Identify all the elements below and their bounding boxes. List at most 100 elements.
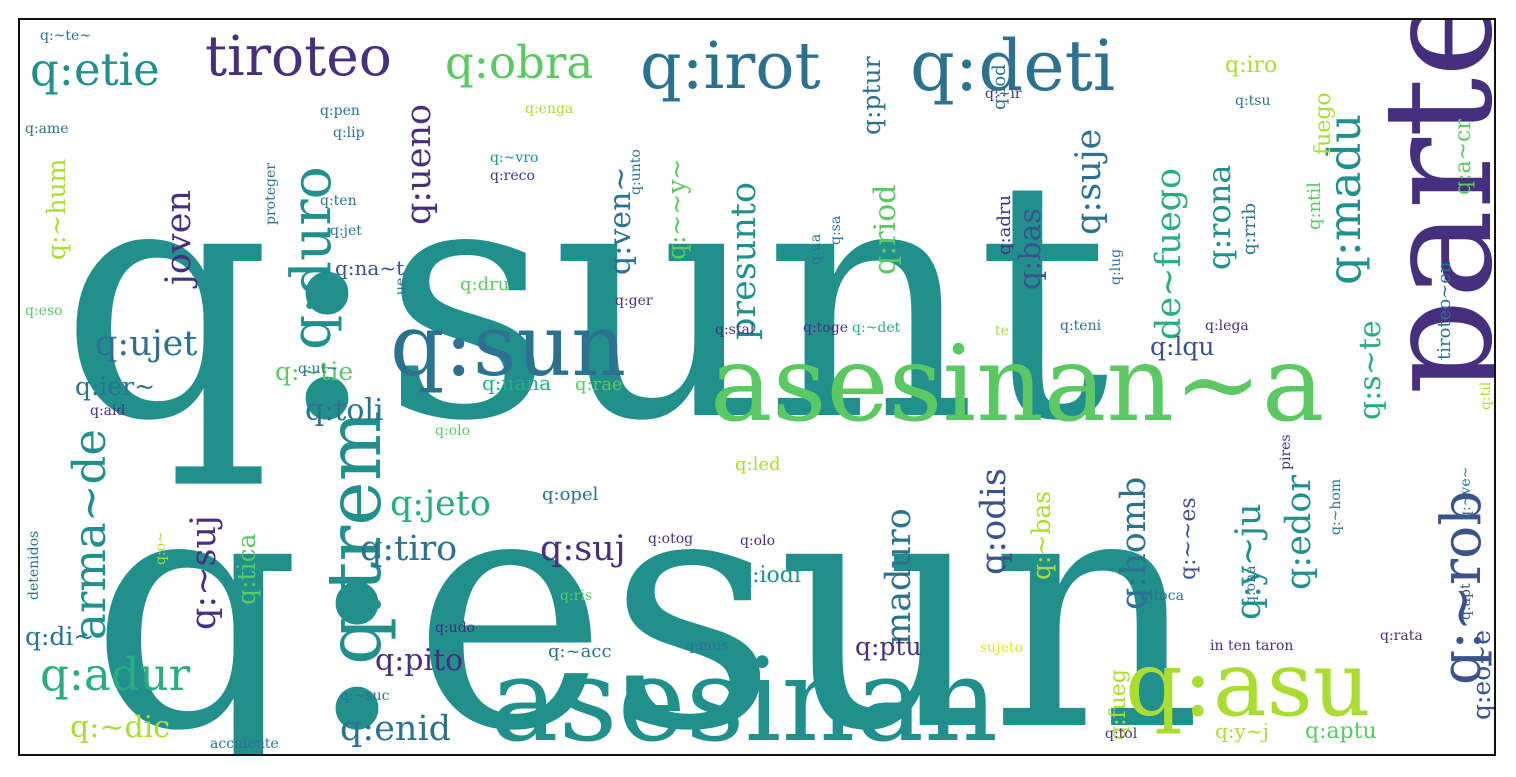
cloud-word-q-ir: q:~ir: [985, 86, 1022, 102]
cloud-word-q-tsu: q:tsu: [1235, 93, 1271, 109]
cloud-word-q-te: q:~te~: [40, 28, 91, 44]
cloud-word-q-y-j: q:y~j: [1215, 719, 1269, 743]
cloud-word-q-trem: q:trem: [310, 410, 398, 665]
cloud-word-q-ptur: q:ptur: [857, 56, 886, 135]
cloud-word-q-iro: q:iro: [1225, 53, 1277, 78]
cloud-word-q-fueg: q:fueg: [1106, 669, 1131, 740]
cloud-word-q-pito: q:pito: [375, 643, 463, 678]
cloud-word-q-suje: q:suje: [1069, 129, 1109, 235]
cloud-word-parte: parte: [1352, 20, 1494, 395]
cloud-word-q-y-ju: q:y~ju: [1229, 503, 1269, 620]
cloud-word-q-dic: q:~dic: [70, 710, 170, 745]
cloud-word-te: te: [995, 323, 1009, 339]
cloud-word-q-ntil: q:ntil: [1304, 182, 1325, 230]
cloud-word-q-aid: q:aid: [90, 403, 126, 419]
cloud-word-ue: ue: [393, 278, 409, 295]
cloud-word-q-otog: q:otog: [648, 531, 693, 547]
cloud-word-q-vro: q:~vro: [490, 150, 538, 166]
cloud-word-q-enga: q:enga: [525, 101, 573, 117]
cloud-word-q-ut: q:ut~: [298, 361, 338, 377]
cloud-word-q-tiro: q:tiro: [360, 529, 457, 569]
cloud-word-q-sunt: q:sunt: [60, 109, 1111, 493]
cloud-word-q-madu: q:madu: [1318, 114, 1371, 285]
cloud-word-q-bas: q:~bas: [1027, 491, 1056, 580]
cloud-word-arma-de: arma~de: [63, 429, 116, 640]
cloud-word-q-olo: q:olo: [740, 533, 775, 549]
cloud-word-q-asu: q:asu: [1125, 632, 1371, 737]
cloud-word-q-a-cr: q:a~cr: [1451, 119, 1476, 195]
cloud-word-q-odis: q:odis: [974, 468, 1014, 575]
cloud-word-q-jet: q:jet: [330, 223, 362, 239]
cloud-word-q-di: q:di~: [25, 622, 94, 651]
cloud-word-q-rae: q:rae: [575, 374, 623, 395]
cloud-word-q-lug: q:lug: [1108, 249, 1124, 285]
cloud-word-q-pen: q:pen: [320, 103, 360, 119]
cloud-word-q-olo: q:olo: [435, 423, 470, 439]
cloud-word-q-esun: q:esun: [90, 419, 1202, 754]
cloud-word-q-hom: q:~hom: [1328, 479, 1344, 535]
cloud-word-q-iodi: q:iodi: [738, 563, 801, 588]
cloud-word-q-ujet: q:ujet: [95, 324, 197, 364]
cloud-word-q-acc: q:~acc: [548, 641, 612, 662]
cloud-word-in-ten-taron: in ten taron: [1210, 638, 1293, 654]
cloud-word-q-adur: q:adur: [40, 648, 191, 701]
cloud-word-q-irot: q:irot: [640, 29, 821, 104]
cloud-word-q-toge: q:toge: [803, 320, 848, 336]
cloud-word-q-udo: q:udo: [435, 620, 475, 636]
cloud-word-q-ger: q:ger: [615, 293, 653, 309]
word-cloud-frame: q:sunt q:esun parte asesinan~a asesinan q:sun…: [18, 18, 1496, 756]
cloud-word-q-s-te: q:s~te: [1353, 320, 1388, 420]
cloud-word-q-toca: q:toca: [1140, 588, 1184, 604]
cloud-word-q-o: q:o~: [153, 531, 169, 565]
cloud-word-asesinan-a: asesinan~a: [710, 323, 1325, 445]
cloud-word-presunto: presunto: [724, 182, 764, 340]
cloud-word-q-ona: q:ona: [1243, 566, 1259, 605]
cloud-word-q-lip: q:lip: [333, 125, 365, 141]
cloud-word-q-uana: q:uana: [482, 371, 551, 395]
cloud-word-q-suc: q:~suc: [340, 688, 390, 704]
cloud-word-fuego: fuego: [1311, 92, 1336, 155]
cloud-word-q-reco: q:reco: [490, 168, 535, 184]
cloud-word-q-hum: q:~hum: [42, 158, 71, 260]
cloud-word-q-bas: q:bas: [1013, 208, 1048, 290]
cloud-word-pires: pires: [1278, 434, 1294, 470]
cloud-word-q-teni: q:teni: [1060, 318, 1102, 334]
cloud-word-q-led: q:led: [735, 454, 781, 475]
cloud-word-q-ua: q:ua: [808, 234, 824, 265]
cloud-word-q-tie: q:~tie: [275, 357, 353, 386]
cloud-word-accidente: accidente: [210, 736, 279, 752]
cloud-word-q-mus: q:mus: [685, 638, 728, 654]
cloud-word-q-toli: q:toli: [305, 393, 384, 428]
cloud-word-q-lega: q:lega: [1205, 318, 1249, 334]
cloud-word-q-tica: q:tica: [232, 534, 261, 605]
cloud-word-q-det: q:~det: [852, 320, 901, 336]
cloud-word-q-dru: q:dru: [460, 274, 509, 295]
cloud-word-detenidos: detenidos: [26, 531, 42, 600]
cloud-word-q-obra: q:obra: [445, 36, 593, 89]
cloud-word-maduro: maduro: [879, 508, 919, 645]
cloud-word-tiroteo-en: tiroteo~en: [1434, 261, 1455, 360]
cloud-word-proteger: proteger: [263, 163, 279, 225]
cloud-word-q-rob: q:~rob: [1429, 491, 1493, 685]
cloud-word-q-tol: q:tol: [1105, 726, 1138, 742]
cloud-word-q-riod: q:riod: [868, 184, 903, 275]
cloud-word-q-ven: q:ven~: [603, 167, 638, 275]
cloud-word-q-aptu: q:aptu: [1305, 719, 1377, 744]
cloud-word-q-enid: q:enid: [340, 709, 451, 749]
cloud-word-q-sa: q:sa: [828, 216, 844, 245]
cloud-word-q-suj: q:suj: [540, 529, 626, 569]
cloud-word-q-lqu: q:lqu: [1150, 332, 1215, 361]
cloud-word-q-deti: q:deti: [910, 25, 1115, 107]
cloud-word-q-duro: q:duro: [279, 166, 343, 350]
cloud-word-q-ier: q:ier~: [75, 372, 155, 401]
cloud-word-q-unto: q:unto: [628, 149, 644, 195]
cloud-word-q-rona: q:rona: [1200, 164, 1238, 270]
cloud-word-q-y: q:~~y~: [662, 159, 691, 260]
cloud-word-q-adru: q:adru: [994, 195, 1015, 255]
cloud-word-q-ueno: q:ueno: [399, 104, 439, 225]
cloud-word-asesinan: asesinan: [490, 634, 998, 754]
cloud-word-q-opel: q:opel: [542, 484, 599, 505]
cloud-word-q-ame: q:ame: [25, 121, 69, 137]
cloud-word-q-eo-e: q:eo~e: [1467, 630, 1494, 720]
cloud-word-q-ptu: q:ptu: [855, 632, 922, 661]
